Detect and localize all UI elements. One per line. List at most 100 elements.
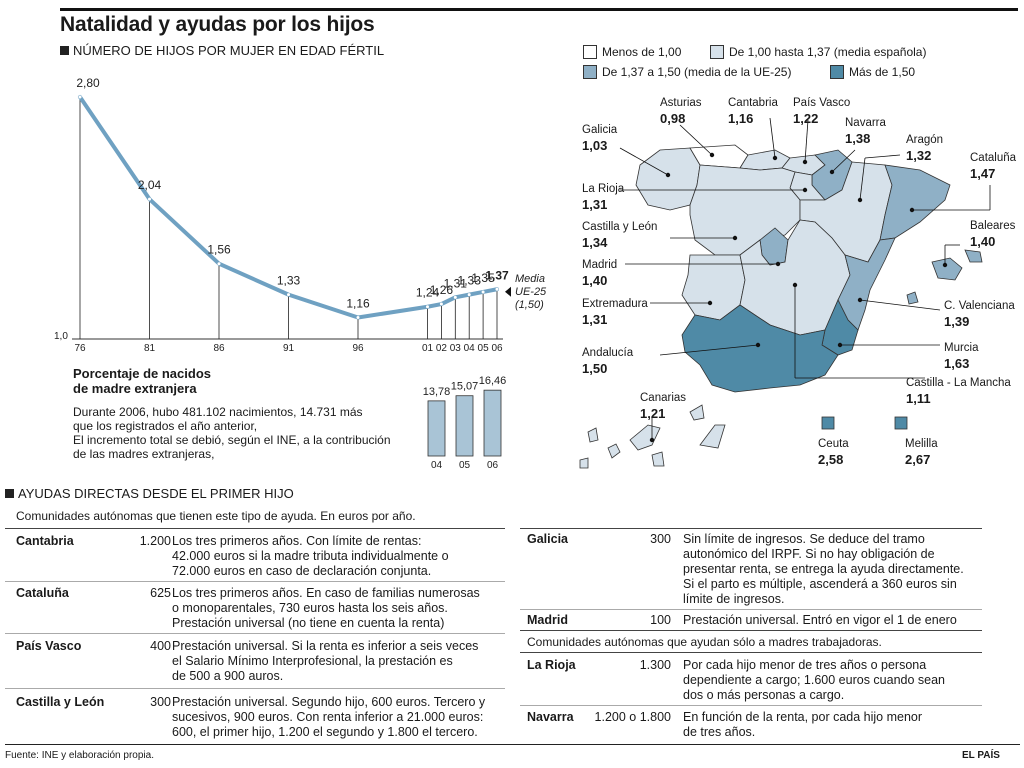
bar bbox=[427, 400, 446, 457]
y-axis-label: 1,0 bbox=[54, 331, 68, 342]
aid-region: País Vasco bbox=[16, 639, 82, 653]
reference-label: UE-25 bbox=[515, 286, 547, 298]
data-point bbox=[453, 295, 457, 299]
legend-item-lt100: Menos de 1,00 bbox=[583, 45, 681, 59]
aid-amount: 1.200 bbox=[139, 534, 171, 548]
table-rule bbox=[520, 528, 982, 529]
map-label-extremadura: Extremadura 1,31 bbox=[582, 298, 648, 327]
aid-description: Prestación universal. Si la renta es inf… bbox=[172, 639, 479, 683]
bar-category-label: 04 bbox=[431, 460, 443, 471]
map-label-baleares: Baleares 1,40 bbox=[970, 220, 1016, 249]
foreign-text-line: de las madres extranjeras, bbox=[73, 447, 215, 461]
data-point bbox=[217, 262, 221, 266]
legend-item-137-150: De 1,37 a 1,50 (media de la UE-25) bbox=[583, 65, 791, 79]
footer-rule bbox=[5, 744, 1020, 745]
aid-description: Los tres primeros años. Con límite de re… bbox=[172, 534, 449, 578]
data-label: 1,16 bbox=[346, 296, 370, 310]
aid-amount: 625 bbox=[150, 586, 171, 600]
legend-label: Menos de 1,00 bbox=[602, 45, 682, 59]
top-rule bbox=[60, 8, 1018, 11]
row-divider bbox=[5, 581, 505, 582]
legend-label: De 1,00 hasta 1,37 (media española) bbox=[729, 45, 927, 59]
x-tick-label: 03 bbox=[450, 343, 462, 354]
legend-label: De 1,37 a 1,50 (media de la UE-25) bbox=[602, 65, 792, 79]
row-divider bbox=[520, 705, 982, 706]
data-label: 1,33 bbox=[277, 274, 301, 288]
foreign-births-text: Durante 2006, hubo 481.102 nacimientos, … bbox=[73, 405, 391, 461]
data-point bbox=[481, 290, 485, 294]
aid-amount: 1.200 o 1.800 bbox=[594, 710, 671, 724]
legend-swatch bbox=[830, 65, 844, 79]
aid-section-title: AYUDAS DIRECTAS DESDE EL PRIMER HIJO bbox=[18, 486, 294, 501]
aid-row-la-rioja: La Rioja 1.300 Por cada hijo menor de tr… bbox=[527, 658, 987, 704]
data-label: 1,56 bbox=[207, 243, 231, 257]
region-cataluna bbox=[879, 164, 951, 241]
table-rule bbox=[5, 528, 505, 529]
map-label-andalucia: Andalucía 1,50 bbox=[582, 347, 634, 376]
aid-region: La Rioja bbox=[527, 658, 576, 672]
aid-description: Prestación universal. Segundo hijo, 600 … bbox=[172, 695, 486, 739]
x-tick-label: 81 bbox=[144, 343, 156, 354]
aid-section-header: AYUDAS DIRECTAS DESDE EL PRIMER HIJO bbox=[5, 486, 294, 501]
x-tick-label: 91 bbox=[283, 343, 295, 354]
fertility-section-header: NÚMERO DE HIJOS POR MUJER EN EDAD FÉRTIL bbox=[60, 43, 384, 58]
working-mothers-note: Comunidades autónomas que ayudan sólo a … bbox=[527, 635, 882, 649]
map-label-pais-vasco: País Vasco 1,22 bbox=[793, 97, 851, 126]
foreign-text-line: que los registrados el año anterior, bbox=[73, 419, 258, 433]
aid-row-madrid: Madrid 100 Prestación universal. Entró e… bbox=[527, 613, 987, 629]
data-point bbox=[439, 302, 443, 306]
map-label-castilla-leon: Castilla y León 1,34 bbox=[582, 221, 658, 250]
data-label: 1,35 bbox=[471, 271, 495, 285]
data-point bbox=[148, 197, 151, 201]
map-label-madrid: Madrid 1,40 bbox=[582, 259, 618, 288]
foreign-text-line: Durante 2006, hubo 481.102 nacimientos, … bbox=[73, 405, 363, 419]
map-label-navarra: Navarra 1,38 bbox=[845, 117, 886, 146]
map-label-la-rioja: La Rioja 1,31 bbox=[582, 183, 625, 212]
aid-region: Cataluña bbox=[16, 586, 69, 600]
x-tick-label: 76 bbox=[74, 343, 86, 354]
aid-amount: 300 bbox=[650, 532, 671, 546]
row-divider bbox=[5, 633, 505, 634]
reference-label: Media bbox=[515, 273, 545, 285]
x-tick-label: 05 bbox=[478, 343, 490, 354]
bar bbox=[455, 395, 474, 457]
row-divider bbox=[520, 652, 982, 653]
bar-category-label: 05 bbox=[459, 460, 471, 471]
aid-description: Prestación universal. Entró en vigor el … bbox=[683, 613, 957, 627]
map-label-cantabria: Cantabria 1,16 bbox=[728, 97, 778, 126]
legend-item-gt150: Más de 1,50 bbox=[830, 65, 915, 79]
aid-row-cataluna: Cataluña 625 Los tres primeros años. En … bbox=[16, 586, 506, 632]
region-canarias bbox=[579, 404, 726, 469]
aid-row-castilla-leon: Castilla y León 300 Prestación universal… bbox=[16, 695, 506, 741]
region-melilla bbox=[894, 416, 908, 430]
bar bbox=[483, 389, 502, 457]
aid-amount: 1.300 bbox=[639, 658, 671, 672]
bar-category-label: 06 bbox=[487, 460, 499, 471]
map-label-melilla: Melilla 2,67 bbox=[905, 438, 938, 467]
aid-amount: 400 bbox=[150, 639, 171, 653]
data-point bbox=[495, 287, 499, 291]
data-label: 1,24 bbox=[416, 286, 440, 300]
aid-row-pais-vasco: País Vasco 400 Prestación universal. Si … bbox=[16, 639, 506, 685]
data-label: 1,33 bbox=[458, 274, 482, 288]
x-tick-label: 96 bbox=[352, 343, 364, 354]
data-label: 2,80 bbox=[76, 76, 100, 90]
data-point bbox=[287, 293, 290, 297]
bar-value-label: 15,07 bbox=[451, 381, 479, 393]
legend-swatch bbox=[583, 45, 597, 59]
aid-amount: 300 bbox=[150, 695, 171, 709]
map-label-castilla-la-mancha: Castilla - La Mancha 1,11 bbox=[906, 377, 1011, 406]
aid-row-galicia: Galicia 300 Sin límite de ingresos. Se d… bbox=[527, 532, 987, 608]
aid-row-cantabria: Cantabria 1.200 Los tres primeros años. … bbox=[16, 534, 506, 580]
page-title: Natalidad y ayudas por los hijos bbox=[60, 13, 375, 36]
map-label-galicia: Galicia 1,03 bbox=[582, 124, 618, 153]
map-label-murcia: Murcia 1,63 bbox=[944, 342, 979, 371]
aid-description: Sin límite de ingresos. Se deduce del tr… bbox=[683, 532, 964, 606]
foreign-births-title: Porcentaje de nacidos de madre extranjer… bbox=[73, 366, 211, 396]
bar-value-label: 16,46 bbox=[479, 375, 507, 387]
aid-description: En función de la renta, por cada hijo me… bbox=[683, 710, 923, 739]
aid-region: Madrid bbox=[527, 613, 568, 627]
footer-source: Fuente: INE y elaboración propia. bbox=[5, 750, 154, 761]
data-point bbox=[78, 95, 82, 99]
